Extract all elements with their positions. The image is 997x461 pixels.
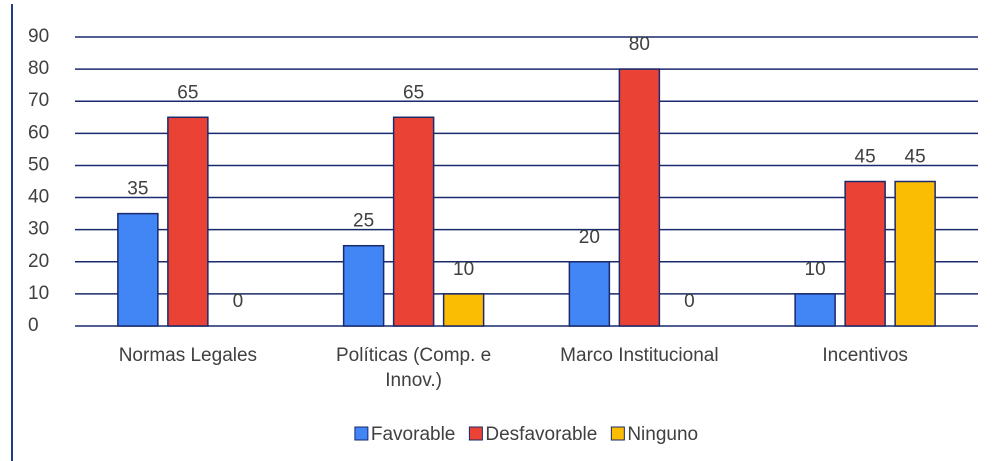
y-tick-label: 60 [28,122,49,143]
bar [442,293,485,327]
legend-label: Desfavorable [485,424,597,445]
x-tick-label: Normas Legales [119,345,257,366]
legend-label: Ninguno [627,424,698,445]
y-tick-label: 50 [28,154,49,175]
bar [794,293,836,327]
bar [568,261,611,327]
bar [618,68,661,327]
legend: Favorable Desfavorable Ninguno [354,424,698,445]
x-tick-label: Incentivos [822,345,908,366]
value-label: 35 [127,179,148,200]
y-tick-label: 90 [28,26,49,47]
value-label: 20 [579,227,600,248]
x-tick-label: Marco Institucional [560,345,718,366]
y-tick-label: 30 [28,219,49,240]
bar [167,116,209,327]
value-label: 10 [453,259,474,280]
value-label: 0 [233,291,244,312]
value-label: 45 [905,147,926,168]
value-label: 0 [684,291,695,312]
y-tick-label: 40 [28,187,49,208]
value-label: 65 [403,82,424,103]
legend-label: Favorable [371,424,456,445]
legend-swatch [468,426,483,441]
bar [392,116,435,327]
legend-swatch [354,426,369,441]
bar [894,180,936,327]
x-tick-label: Políticas (Comp. e Innov.) [336,345,491,391]
y-tick-label: 20 [28,251,49,272]
value-label: 65 [177,82,198,103]
bar [117,212,159,327]
y-tick-label: 10 [28,283,49,304]
value-label: 80 [629,34,650,55]
value-label: 45 [855,147,876,168]
y-tick-label: 0 [28,315,39,336]
legend-swatch [610,426,625,441]
value-label: 10 [805,259,826,280]
bar [342,244,385,327]
bar [844,180,886,327]
y-tick-label: 80 [28,58,49,79]
y-tick-label: 70 [28,90,49,111]
value-label: 25 [353,211,374,232]
